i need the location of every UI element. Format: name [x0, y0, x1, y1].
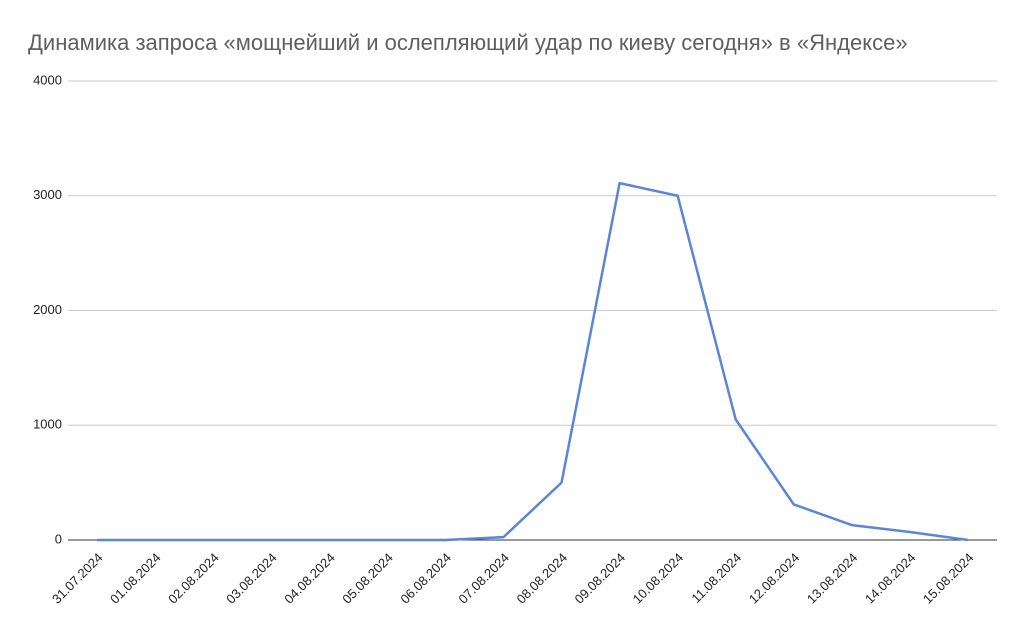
y-tick-label: 3000 [33, 187, 62, 202]
x-tick-label: 31.07.2024 [49, 550, 106, 607]
y-tick-label: 4000 [33, 72, 62, 87]
x-tick-label: 01.08.2024 [107, 550, 164, 607]
y-tick-label: 0 [55, 531, 62, 546]
x-tick-label: 05.08.2024 [339, 550, 396, 607]
x-tick-label: 13.08.2024 [804, 550, 861, 607]
x-tick-label: 04.08.2024 [281, 550, 338, 607]
y-tick-label: 2000 [33, 302, 62, 317]
chart-title: Динамика запроса «мощнейший и ослепляющи… [28, 30, 908, 55]
x-tick-label: 14.08.2024 [862, 550, 919, 607]
x-tick-label: 02.08.2024 [165, 550, 222, 607]
x-tick-label: 08.08.2024 [513, 550, 570, 607]
x-tick-label: 10.08.2024 [630, 550, 687, 607]
x-tick-label: 09.08.2024 [572, 550, 629, 607]
x-tick-label: 03.08.2024 [223, 550, 280, 607]
x-tick-label: 12.08.2024 [746, 550, 803, 607]
x-tick-label: 15.08.2024 [920, 550, 977, 607]
x-tick-label: 11.08.2024 [688, 550, 744, 606]
x-tick-label: 06.08.2024 [397, 550, 454, 607]
x-tick-label: 07.08.2024 [455, 550, 512, 607]
line-series [97, 181, 969, 542]
y-tick-label: 1000 [33, 417, 62, 432]
